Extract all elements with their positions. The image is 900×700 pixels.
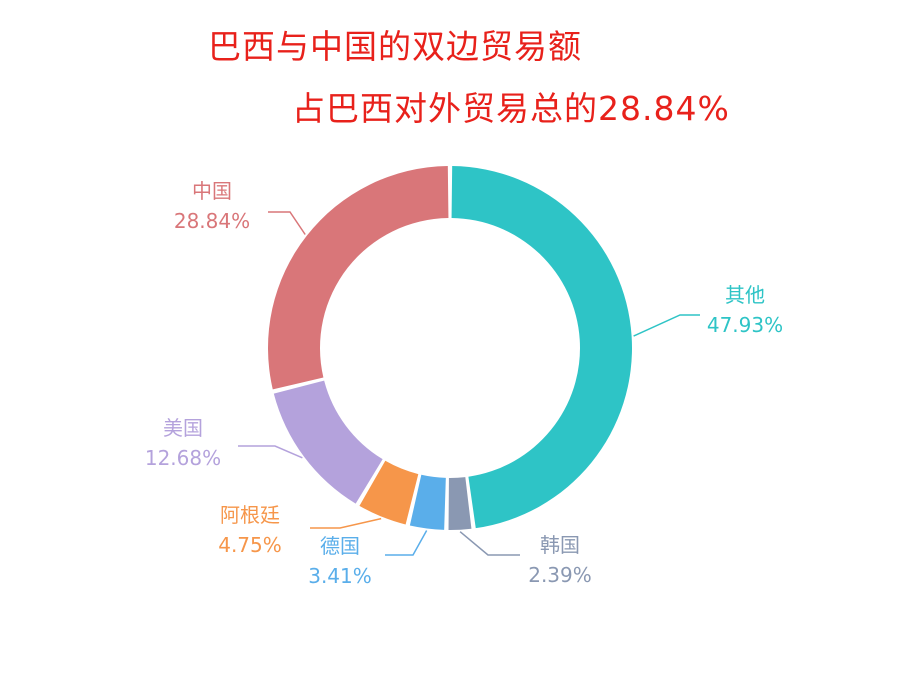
slice-name-label: 其他 (725, 283, 765, 307)
slice-name-label: 中国 (192, 179, 232, 203)
slice-name-label: 美国 (163, 416, 203, 440)
slice-美国 (273, 380, 383, 504)
slice-韩国 (448, 477, 472, 530)
leader-line-德国 (385, 530, 428, 556)
slice-name-label: 德国 (320, 534, 360, 558)
slice-阿根廷 (359, 460, 419, 525)
leader-line-其他 (633, 314, 700, 337)
slice-中国 (268, 166, 449, 390)
slice-value-label: 28.84% (174, 209, 250, 233)
slice-value-label: 2.39% (528, 563, 592, 587)
slice-value-label: 4.75% (218, 533, 282, 557)
leader-line-中国 (268, 211, 306, 235)
slice-value-label: 3.41% (308, 564, 372, 588)
slice-name-label: 阿根廷 (220, 503, 280, 527)
leader-line-韩国 (459, 531, 520, 556)
leader-line-阿根廷 (310, 517, 382, 529)
leader-line-美国 (238, 445, 303, 459)
slice-德国 (409, 474, 446, 530)
slice-value-label: 47.93% (707, 313, 783, 337)
slice-name-label: 韩国 (540, 533, 580, 557)
chart-title-line2: 占巴西对外贸易总的28.84% (292, 89, 730, 128)
slice-value-label: 12.68% (145, 446, 221, 470)
chart-title-line1: 巴西与中国的双边贸易额 (208, 27, 582, 66)
slice-其他 (451, 166, 633, 529)
